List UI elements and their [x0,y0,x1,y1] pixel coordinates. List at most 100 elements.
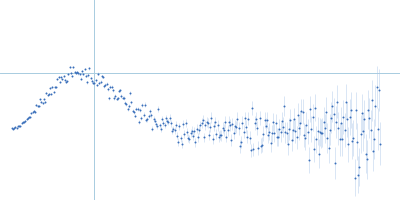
Point [104,82,110,85]
Point [58,76,64,79]
Point [275,136,281,139]
Point [326,146,332,149]
Point [122,101,128,105]
Point [349,140,355,143]
Point [285,142,291,146]
Point [178,137,184,140]
Point [176,125,183,128]
Point [322,127,328,130]
Point [239,121,246,124]
Point [288,138,295,142]
Point [262,124,269,127]
Point [271,132,278,135]
Point [72,71,78,74]
Point [253,118,259,121]
Point [181,132,188,135]
Point [234,117,240,120]
Point [216,135,222,138]
Point [10,127,16,130]
Point [158,128,164,131]
Point [252,121,258,124]
Point [137,109,143,112]
Point [197,124,204,127]
Point [86,67,93,70]
Point [52,86,58,89]
Point [112,94,118,97]
Point [198,122,205,125]
Point [332,161,338,164]
Point [259,143,265,146]
Point [309,116,316,119]
Point [245,117,252,120]
Point [340,115,347,118]
Point [111,97,117,100]
Point [102,83,109,86]
Point [117,89,124,92]
Point [360,130,366,133]
Point [126,104,132,108]
Point [269,132,275,135]
Point [60,75,67,78]
Point [291,117,297,120]
Point [114,97,121,100]
Point [364,158,370,161]
Point [256,116,263,120]
Point [165,121,172,124]
Point [292,130,298,133]
Point [138,116,144,119]
Point [172,123,179,126]
Point [352,109,359,112]
Point [32,110,38,114]
Point [298,110,305,113]
Point [308,127,314,131]
Point [304,130,311,133]
Point [34,105,41,108]
Point [180,123,186,126]
Point [123,103,130,106]
Point [127,91,133,95]
Point [264,118,270,121]
Point [63,80,69,83]
Point [17,125,24,128]
Point [282,131,289,134]
Point [139,104,146,107]
Point [120,96,126,99]
Point [150,117,157,121]
Point [268,142,274,145]
Point [105,88,111,91]
Point [14,126,20,129]
Point [20,120,26,124]
Point [76,73,83,76]
Point [229,122,236,125]
Point [134,108,141,111]
Point [371,137,378,141]
Point [230,132,237,135]
Point [248,149,254,152]
Point [280,125,286,129]
Point [79,70,85,73]
Point [226,120,232,123]
Point [203,120,210,124]
Point [214,124,221,127]
Point [218,134,224,137]
Point [365,108,371,111]
Point [338,122,344,125]
Point [169,129,175,132]
Point [367,128,374,132]
Point [47,87,53,90]
Point [372,104,379,107]
Point [324,136,330,139]
Point [335,127,342,130]
Point [344,118,350,121]
Point [236,127,242,130]
Point [166,116,173,119]
Point [57,80,63,83]
Point [133,107,140,110]
Point [92,79,99,82]
Point [38,100,44,103]
Point [190,134,196,137]
Point [227,123,233,126]
Point [376,89,382,92]
Point [191,129,198,133]
Point [210,137,216,140]
